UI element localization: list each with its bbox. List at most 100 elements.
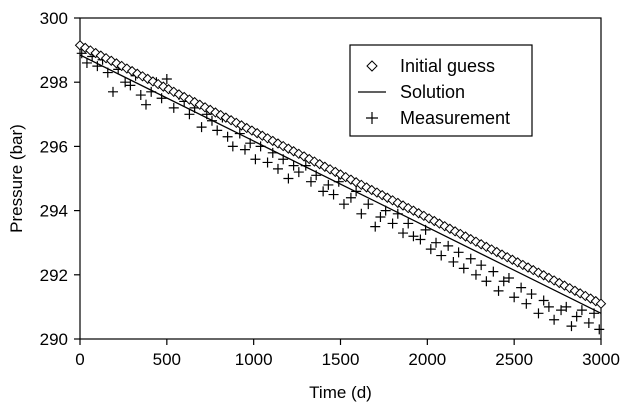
measurement-point xyxy=(488,266,499,277)
initial-guess-point xyxy=(564,282,575,294)
measurement-point xyxy=(420,224,431,235)
initial-guess-point xyxy=(580,290,591,302)
measurement-point xyxy=(156,93,167,104)
measurement-point xyxy=(458,263,469,274)
initial-guess-point xyxy=(361,182,372,193)
measurement-point xyxy=(107,86,118,97)
x-tick-label: 2500 xyxy=(495,350,533,369)
initial-guess-point xyxy=(163,84,174,95)
initial-guess-point xyxy=(231,117,242,129)
initial-guess-point xyxy=(241,122,252,134)
measurement-point xyxy=(356,208,367,219)
initial-guess-point xyxy=(439,220,450,232)
measurement-point xyxy=(453,247,464,258)
measurement-point xyxy=(120,77,131,88)
measurement-point xyxy=(538,295,549,306)
measurement-point xyxy=(262,157,273,168)
legend: Initial guess Solution Measurement xyxy=(349,44,533,137)
measurement-point xyxy=(328,189,339,200)
measurement-point xyxy=(436,250,447,261)
measurement-point xyxy=(333,176,344,187)
initial-guess-point xyxy=(121,63,133,74)
measurement-point xyxy=(92,61,103,72)
measurement-point xyxy=(161,73,172,84)
measurement-point xyxy=(250,154,261,165)
measurement-point xyxy=(398,228,409,239)
measurement-point xyxy=(168,102,179,113)
measurement-point xyxy=(370,221,381,232)
legend-measurement-marker xyxy=(366,112,378,124)
initial-guess-point xyxy=(267,135,278,147)
measurement-point xyxy=(81,57,92,68)
measurement-point xyxy=(125,80,136,91)
measurement-point xyxy=(493,285,504,296)
y-tick-label: 294 xyxy=(40,202,68,221)
measurement-point xyxy=(300,160,311,171)
initial-guess-point xyxy=(272,138,284,149)
measurement-point xyxy=(272,163,283,174)
measurement-point xyxy=(293,167,304,178)
measurement-point xyxy=(234,128,245,139)
initial-guess-point xyxy=(481,241,492,253)
measurement-point xyxy=(146,86,157,97)
measurement-point xyxy=(526,289,537,300)
measurement-point xyxy=(566,321,577,332)
y-tick-label: 298 xyxy=(40,73,68,92)
measurement-point xyxy=(392,208,403,219)
initial-guess-point xyxy=(470,236,482,247)
solution-line xyxy=(79,54,602,314)
initial-guess-point xyxy=(449,226,461,237)
measurement-point xyxy=(351,186,362,197)
legend-initial-guess-marker xyxy=(366,60,378,72)
y-tick-label: 292 xyxy=(40,266,68,285)
initial-guess-point xyxy=(152,78,164,90)
measurement-point xyxy=(288,160,299,171)
measurement-point xyxy=(403,218,414,229)
y-tick-label: 300 xyxy=(40,9,68,28)
x-axis-title: Time (d) xyxy=(309,383,372,402)
initial-guess-point xyxy=(236,120,247,131)
initial-guess-point xyxy=(569,285,581,296)
initial-guess-point xyxy=(574,288,586,299)
measurement-point xyxy=(323,179,334,190)
initial-guess-point xyxy=(585,293,596,304)
measurement-point xyxy=(222,131,233,142)
measurement-point xyxy=(227,141,238,152)
measurement-point xyxy=(516,282,527,293)
measurement-point xyxy=(583,317,594,328)
initial-guess-point xyxy=(382,192,393,203)
legend-box xyxy=(349,44,533,137)
initial-guess-point xyxy=(277,140,289,152)
initial-guess-point xyxy=(257,130,268,141)
measurement-point xyxy=(533,308,544,319)
measurement-point xyxy=(476,260,487,271)
measurement-point xyxy=(425,244,436,255)
measurement-point xyxy=(521,298,532,309)
initial-guess-point xyxy=(345,174,357,185)
initial-guess-point xyxy=(90,47,101,59)
measurement-point xyxy=(375,212,386,223)
measurement-point xyxy=(509,292,520,303)
initial-guess-point xyxy=(366,184,377,196)
measurement-point xyxy=(140,99,151,110)
x-tick-label: 3000 xyxy=(582,350,620,369)
measurement-point xyxy=(470,269,481,280)
initial-guess-point xyxy=(111,58,122,69)
initial-guess-point xyxy=(554,277,565,289)
initial-guess-point xyxy=(251,127,263,139)
initial-guess-point xyxy=(460,231,471,242)
legend-measurement-label: Measurement xyxy=(400,108,510,128)
measurement-point xyxy=(318,186,329,197)
initial-guess-point xyxy=(548,275,560,286)
measurement-point xyxy=(278,154,289,165)
legend-initial-guess-label: Initial guess xyxy=(400,56,495,76)
initial-guess-point xyxy=(173,89,185,100)
measurement-point xyxy=(283,173,294,184)
initial-guess-point xyxy=(455,228,466,240)
measurement-point xyxy=(255,141,266,152)
measurement-point xyxy=(239,144,250,155)
measurement-point xyxy=(212,125,223,136)
x-tick-label: 500 xyxy=(153,350,181,369)
